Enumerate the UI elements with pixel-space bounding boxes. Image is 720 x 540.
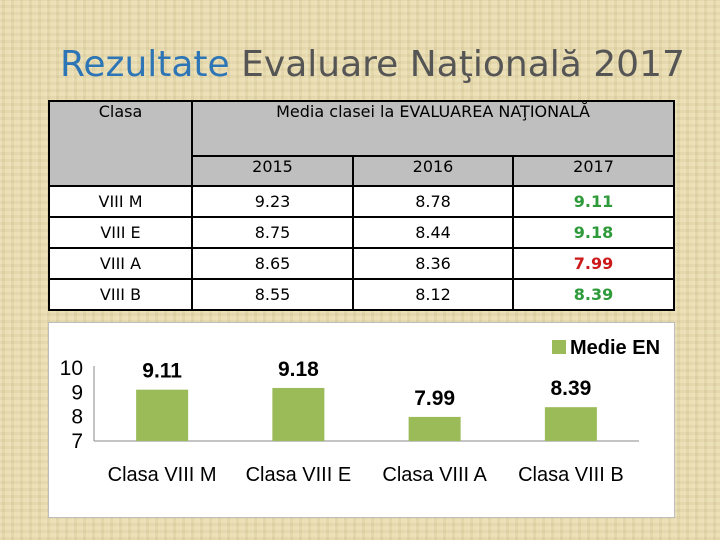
legend-label: Medie EN xyxy=(570,337,660,359)
class-cell: VIII B xyxy=(48,278,193,311)
header-media: Media clasei la EVALUAREA NAŢIONALĂ xyxy=(190,100,676,157)
class-cell: VIII E xyxy=(48,216,193,249)
value-2017-cell: 9.18 xyxy=(511,216,676,249)
bar xyxy=(544,407,597,441)
table-row: VIII M 9.23 8.78 9.11 xyxy=(48,185,676,218)
y-tick-label: 10 xyxy=(60,357,83,380)
value-2016-cell: 8.12 xyxy=(352,278,514,311)
value-2015-cell: 9.23 xyxy=(191,185,354,218)
results-table: Clasa Media clasei la EVALUAREA NAŢIONAL… xyxy=(48,100,676,311)
value-2015-cell: 8.55 xyxy=(191,278,354,311)
data-label: 9.11 xyxy=(142,360,182,383)
bar xyxy=(136,389,189,441)
chart-container: 10 9 8 7 9.11 Clasa VIII M 9.18 Clasa VIII E 7.9… xyxy=(48,322,675,518)
data-label: 9.18 xyxy=(278,358,319,381)
table-row: VIII E 8.75 8.44 9.18 xyxy=(48,216,676,249)
data-label: 8.39 xyxy=(550,377,591,400)
bar xyxy=(272,387,325,441)
table-row: VIII B 8.55 8.12 8.39 xyxy=(48,278,676,311)
value-2017-cell: 7.99 xyxy=(511,247,676,280)
header-year-2017: 2017 xyxy=(511,155,676,187)
page-title: Rezultate Evaluare Naţională 2017 xyxy=(60,44,685,85)
value-2015-cell: 8.65 xyxy=(191,247,354,280)
category-label: Clasa VIII B xyxy=(518,464,624,486)
value-2016-cell: 8.36 xyxy=(352,247,514,280)
category-label: Clasa VIII A xyxy=(382,464,487,486)
title-highlight: Rezultate xyxy=(60,44,230,85)
legend-swatch xyxy=(552,340,566,354)
value-2017-cell: 9.11 xyxy=(511,185,676,218)
category-label: Clasa VIII E xyxy=(246,464,352,486)
title-rest: Evaluare Naţională 2017 xyxy=(229,44,685,85)
y-tick-label: 7 xyxy=(71,430,83,453)
category-label: Clasa VIII M xyxy=(108,464,217,486)
value-2016-cell: 8.78 xyxy=(352,185,514,218)
bar xyxy=(408,416,461,441)
y-tick-label: 9 xyxy=(71,381,83,404)
data-label: 7.99 xyxy=(414,387,455,410)
header-class: Clasa xyxy=(48,100,193,187)
class-cell: VIII M xyxy=(48,185,193,218)
table-row: VIII A 8.65 8.36 7.99 xyxy=(48,247,676,280)
value-2016-cell: 8.44 xyxy=(352,216,514,249)
header-year-2016: 2016 xyxy=(352,155,514,187)
value-2015-cell: 8.75 xyxy=(191,216,354,249)
value-2017-cell: 8.39 xyxy=(511,278,676,311)
y-tick-label: 8 xyxy=(71,406,83,429)
header-year-2015: 2015 xyxy=(191,155,354,187)
class-cell: VIII A xyxy=(48,247,193,280)
